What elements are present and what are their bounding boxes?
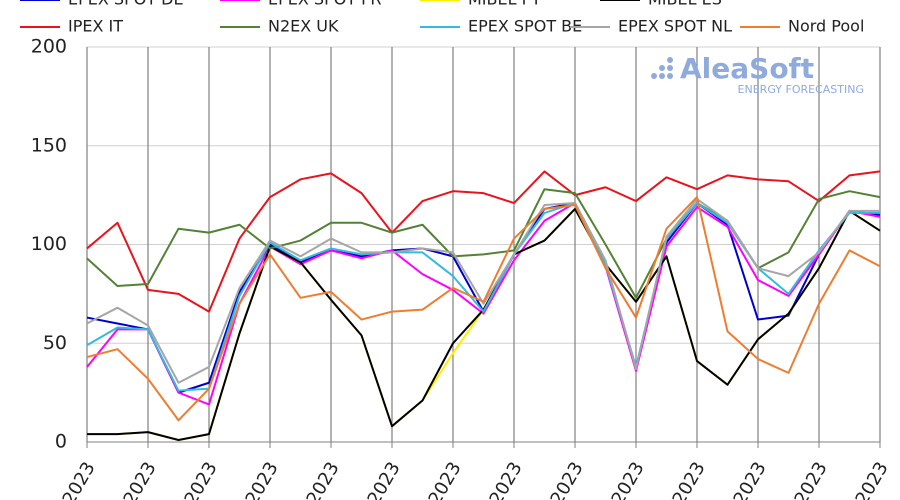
logo: AleaSoft ENERGY FORECASTING (651, 52, 864, 96)
y-tick-label: 0 (55, 431, 67, 453)
x-tick-label: /2023 (361, 459, 405, 500)
x-tick-label: /2023 (422, 459, 466, 500)
legend-label: EPEX SPOT DE (68, 0, 184, 9)
legend-label: MIBEL PT (468, 0, 541, 9)
series-line (86, 202, 881, 406)
series-line (87, 207, 881, 442)
y-tick-label: 100 (31, 233, 67, 255)
x-tick-label: /2023 (117, 459, 161, 500)
y-tick-label: 50 (43, 332, 67, 354)
series-line (86, 170, 881, 313)
x-tick-label: /2023 (178, 459, 222, 500)
x-tick-label: /2023 (483, 459, 527, 500)
series-line (86, 196, 881, 422)
legend-label: N2EX UK (268, 17, 339, 36)
legend-label: Nord Pool (788, 17, 864, 36)
x-tick-label: /2023 (300, 459, 344, 500)
x-tick-label: /2023 (788, 459, 832, 500)
y-tick-label: 150 (31, 134, 67, 156)
x-tick-label: /2023 (605, 459, 649, 500)
y-tick-label: 200 (31, 36, 67, 58)
series-line (86, 202, 880, 392)
x-tick-label: /2023 (544, 459, 588, 500)
x-tick-label: /2023 (849, 459, 893, 500)
x-tick-label: /2023 (56, 459, 100, 500)
legend-label: EPEX SPOT FR (268, 0, 382, 9)
logo-name: AleaSoft (680, 52, 814, 85)
x-tick-label: /2023 (666, 459, 710, 500)
legend-label: MIBEL ES (648, 0, 722, 9)
series-line (87, 207, 881, 442)
legend-label: IPEX IT (68, 17, 123, 36)
logo-tagline: ENERGY FORECASTING (738, 83, 864, 96)
legend-label: EPEX SPOT NL (618, 17, 732, 36)
x-tick-label: /2023 (239, 459, 283, 500)
legend-label: EPEX SPOT BE (468, 17, 582, 36)
series-line (86, 198, 880, 384)
x-tick-label: /2023 (727, 459, 771, 500)
